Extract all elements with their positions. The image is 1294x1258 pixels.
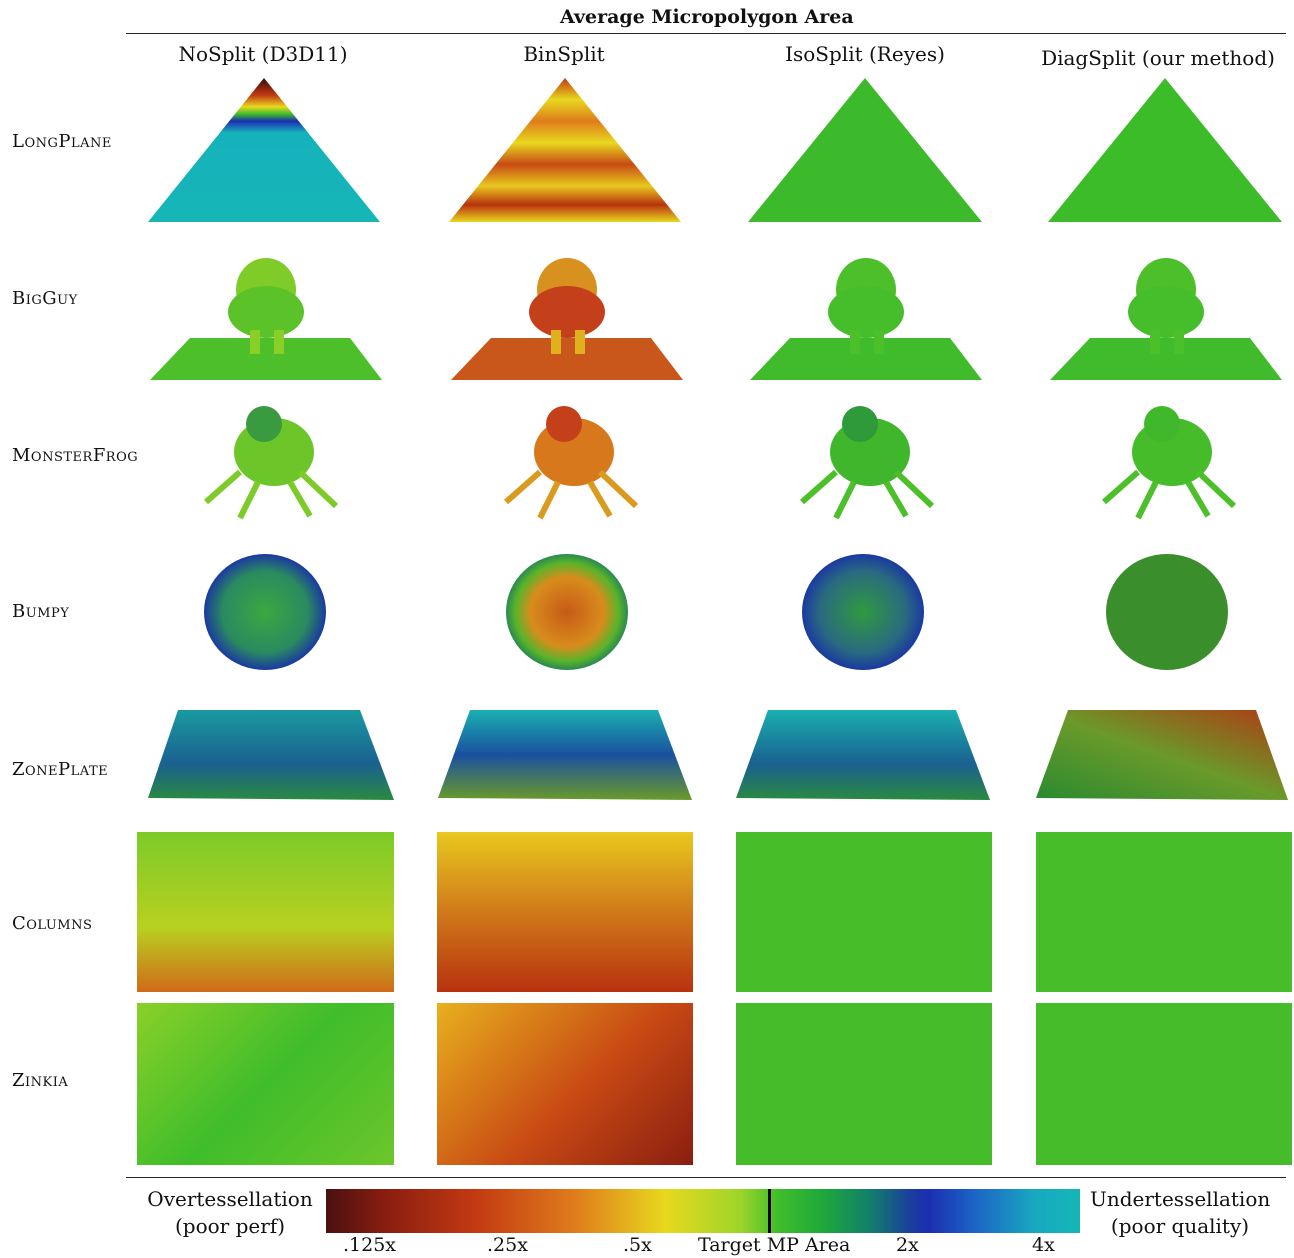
columns-diagsplit-render bbox=[1036, 832, 1292, 992]
columns-nosplit-render bbox=[137, 832, 394, 992]
legend-rule bbox=[126, 1177, 1286, 1178]
row-label-zinkia: Zinkia bbox=[12, 1070, 69, 1091]
zoneplate-isosplit-render bbox=[736, 710, 990, 800]
zoneplate-nosplit-render bbox=[148, 710, 394, 800]
tick-label: .5x bbox=[623, 1234, 652, 1256]
bigguy-isosplit-render bbox=[750, 258, 982, 380]
zoneplate-diagsplit-render bbox=[1036, 710, 1288, 800]
colorbar bbox=[326, 1189, 1080, 1233]
longplane-isosplit-render bbox=[748, 78, 982, 222]
monsterfrog-isosplit-render bbox=[800, 406, 935, 520]
zinkia-binsplit-render bbox=[437, 1003, 693, 1165]
row-label-zoneplate: ZonePlate bbox=[12, 759, 109, 780]
longplane-nosplit-render bbox=[148, 78, 380, 222]
zinkia-nosplit-render bbox=[137, 1003, 394, 1165]
tick-label: 4x bbox=[1032, 1234, 1055, 1256]
monsterfrog-diagsplit-render bbox=[1102, 406, 1237, 520]
tick-label-target: Target MP Area bbox=[698, 1234, 851, 1256]
legend-under-line1: Undertessellation bbox=[1090, 1187, 1271, 1211]
columns-binsplit-render bbox=[437, 832, 693, 992]
columns-isosplit-render bbox=[736, 832, 992, 992]
bigguy-diagsplit-render bbox=[1050, 258, 1282, 380]
header-rule bbox=[126, 33, 1286, 34]
legend-over-line2: (poor perf) bbox=[174, 1214, 285, 1238]
row-label-bumpy: Bumpy bbox=[12, 601, 70, 622]
bumpy-binsplit-render bbox=[506, 554, 628, 670]
column-header-isosplit: IsoSplit (Reyes) bbox=[785, 42, 945, 66]
tick-label: .25x bbox=[487, 1234, 528, 1256]
column-header-nosplit: NoSplit (D3D11) bbox=[178, 42, 348, 66]
zinkia-isosplit-render bbox=[736, 1003, 992, 1165]
row-label-monsterfrog: MonsterFrog bbox=[12, 445, 139, 466]
column-header-diagsplit: DiagSplit (our method) bbox=[1041, 46, 1275, 70]
column-header-binsplit: BinSplit bbox=[523, 42, 605, 66]
longplane-diagsplit-render bbox=[1048, 78, 1282, 222]
bumpy-diagsplit-render bbox=[1106, 554, 1228, 670]
tick-label: 2x bbox=[896, 1234, 919, 1256]
tick-label: .125x bbox=[343, 1234, 397, 1256]
bigguy-nosplit-render bbox=[150, 258, 382, 380]
monsterfrog-nosplit-render bbox=[204, 406, 339, 520]
bigguy-binsplit-render bbox=[451, 258, 683, 380]
row-label-bigguy: BigGuy bbox=[12, 288, 78, 309]
legend-under-line2: (poor quality) bbox=[1110, 1214, 1250, 1238]
longplane-binsplit-render bbox=[449, 78, 681, 222]
zinkia-diagsplit-render bbox=[1036, 1003, 1292, 1165]
legend-under-label: Undertessellation (poor quality) bbox=[1090, 1186, 1270, 1240]
zoneplate-binsplit-render bbox=[438, 710, 692, 800]
legend-over-line1: Overtessellation bbox=[147, 1187, 313, 1211]
figure-title: Average Micropolygon Area bbox=[560, 6, 854, 28]
monsterfrog-binsplit-render bbox=[504, 406, 639, 520]
bumpy-nosplit-render bbox=[204, 554, 326, 670]
target-marker bbox=[768, 1189, 771, 1233]
row-label-columns: Columns bbox=[12, 913, 93, 934]
bumpy-isosplit-render bbox=[802, 554, 924, 670]
legend-over-label: Overtessellation (poor perf) bbox=[140, 1186, 320, 1240]
row-label-longplane: LongPlane bbox=[12, 131, 112, 152]
